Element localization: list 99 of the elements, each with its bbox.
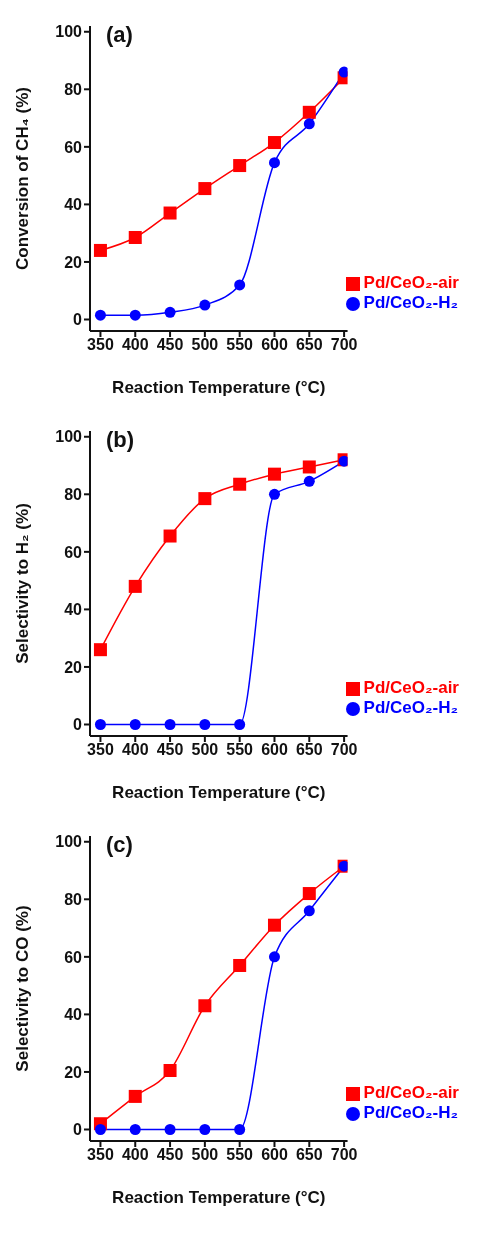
point [302, 460, 316, 474]
point [267, 467, 281, 481]
annotation: (c) [106, 832, 133, 858]
x-tick-label: 650 [295, 336, 323, 354]
point [303, 475, 315, 487]
y-axis-title: Selectivity to CO (%) [13, 905, 33, 1072]
x-axis-title: Reaction Temperature (°C) [112, 378, 326, 397]
point [303, 905, 315, 917]
y-tick-label: 100 [55, 833, 83, 851]
point [128, 1089, 142, 1103]
y-tick-label: 0 [73, 311, 83, 329]
point [198, 182, 212, 196]
x-tick-label: 450 [156, 741, 184, 759]
point [302, 887, 316, 901]
point [163, 206, 177, 220]
point [303, 118, 315, 130]
point [268, 157, 280, 169]
point [164, 1123, 176, 1135]
y-tick-label: 40 [64, 1006, 83, 1024]
x-tick-label: 600 [261, 336, 288, 354]
x-tick-label: 400 [121, 1146, 149, 1164]
x-axis-title: Reaction Temperature (°C) [112, 783, 326, 802]
point [128, 230, 142, 244]
point [267, 918, 281, 932]
point [129, 1123, 141, 1135]
x-tick-label: 700 [330, 336, 358, 354]
point [234, 279, 246, 291]
x-tick-label: 550 [226, 336, 254, 354]
x-tick-label: 550 [226, 741, 254, 759]
point [199, 1123, 211, 1135]
x-tick-label: 700 [330, 1146, 358, 1164]
point [233, 159, 247, 173]
point [93, 243, 107, 257]
x-tick-label: 700 [330, 741, 358, 759]
x-tick-label: 600 [261, 741, 288, 759]
legend-label: Pd/CeO₂-H₂ [363, 698, 459, 717]
annotation: (a) [106, 22, 133, 48]
point [163, 1064, 177, 1078]
y-tick-label: 0 [73, 1121, 83, 1139]
y-tick-label: 20 [64, 1063, 83, 1081]
point [198, 999, 212, 1013]
point [163, 529, 177, 543]
x-tick-label: 350 [87, 741, 114, 759]
legend-label: Pd/CeO₂-H₂ [363, 1103, 459, 1122]
y-axis-title: Selectivity to H₂ (%) [13, 503, 33, 664]
point [93, 643, 107, 657]
x-tick-label: 350 [87, 336, 114, 354]
point [94, 718, 106, 730]
y-tick-label: 80 [64, 890, 83, 908]
point [234, 718, 246, 730]
point [164, 718, 176, 730]
y-tick-label: 80 [64, 485, 83, 503]
annotation: (b) [106, 427, 135, 453]
legend-label: Pd/CeO₂-air [363, 273, 459, 292]
y-tick-label: 20 [64, 658, 83, 676]
y-tick-label: 60 [64, 543, 83, 561]
y-tick-label: 80 [64, 80, 83, 98]
x-tick-label: 400 [121, 741, 149, 759]
point [199, 299, 211, 311]
y-tick-label: 40 [64, 196, 83, 214]
x-tick-label: 450 [156, 1146, 184, 1164]
point [198, 492, 212, 506]
point [129, 718, 141, 730]
x-tick-label: 650 [295, 741, 323, 759]
x-tick-label: 500 [191, 336, 219, 354]
x-tick-label: 650 [295, 1146, 323, 1164]
point [164, 306, 176, 318]
x-tick-label: 450 [156, 336, 184, 354]
y-tick-label: 20 [64, 253, 83, 271]
x-tick-label: 350 [87, 1146, 114, 1164]
y-tick-label: 60 [64, 948, 83, 966]
legend-label: Pd/CeO₂-air [363, 1083, 459, 1102]
y-tick-label: 100 [55, 23, 83, 41]
y-axis-title: Conversion of CH₄ (%) [13, 87, 33, 270]
legend-label: Pd/CeO₂-H₂ [363, 293, 459, 312]
x-tick-label: 400 [121, 336, 149, 354]
point [302, 105, 316, 119]
x-tick-label: 600 [261, 1146, 288, 1164]
x-axis-title: Reaction Temperature (°C) [112, 1188, 326, 1207]
point [268, 488, 280, 500]
point [129, 309, 141, 321]
point [234, 1123, 246, 1135]
point [128, 579, 142, 593]
point [94, 1123, 106, 1135]
x-tick-label: 550 [226, 1146, 254, 1164]
legend-label: Pd/CeO₂-air [363, 678, 459, 697]
point [267, 136, 281, 150]
y-tick-label: 100 [55, 428, 83, 446]
x-tick-label: 500 [191, 741, 219, 759]
point [233, 477, 247, 491]
x-tick-label: 500 [191, 1146, 219, 1164]
y-tick-label: 60 [64, 138, 83, 156]
point [94, 309, 106, 321]
point [268, 951, 280, 963]
y-tick-label: 0 [73, 716, 83, 734]
point [338, 66, 348, 78]
y-tick-label: 40 [64, 601, 83, 619]
point [233, 958, 247, 972]
point [199, 718, 211, 730]
